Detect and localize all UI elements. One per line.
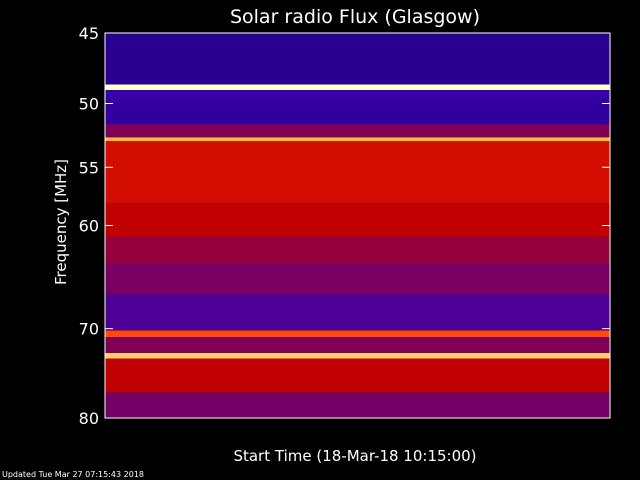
frequency-band: [105, 353, 610, 359]
frequency-band: [105, 330, 610, 338]
frequency-band: [105, 263, 610, 295]
y-tick-label: 60: [79, 217, 99, 236]
frequency-band: [105, 294, 610, 331]
x-axis-label: Start Time (18-Mar-18 10:15:00): [233, 447, 476, 465]
frequency-band: [105, 202, 610, 237]
frequency-band: [105, 141, 610, 203]
frequency-band: [105, 137, 610, 142]
frequency-band: [105, 89, 610, 99]
y-tick-label: 50: [79, 95, 99, 114]
frequency-band: [105, 84, 610, 90]
updated-timestamp: Updated Tue Mar 27 07:15:43 2018: [2, 470, 144, 479]
frequency-band: [105, 236, 610, 264]
chart-title: Solar radio Flux (Glasgow): [230, 6, 480, 28]
frequency-band: [105, 392, 610, 418]
frequency-band: [105, 337, 610, 354]
frequency-band: [105, 98, 610, 125]
plot-area: [104, 32, 611, 419]
y-axis: 45 50 55 60 70 80: [79, 24, 610, 428]
frequency-band: [105, 33, 610, 85]
frequency-band: [105, 124, 610, 138]
y-tick-label: 80: [79, 409, 99, 428]
y-tick-label: 70: [79, 320, 99, 339]
frequency-band: [105, 358, 610, 393]
y-tick-label: 45: [79, 24, 99, 43]
y-tick-label: 55: [79, 158, 99, 177]
y-axis-label: Frequency [MHz]: [52, 159, 70, 285]
